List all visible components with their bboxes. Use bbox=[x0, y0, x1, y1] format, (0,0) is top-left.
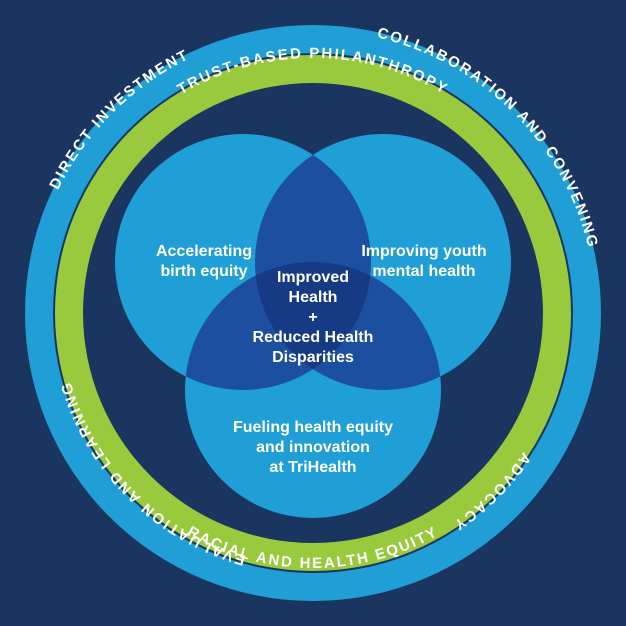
center-line4: Reduced Health bbox=[253, 329, 374, 346]
center-line2: Health bbox=[289, 289, 338, 306]
center-line1: Improved bbox=[277, 269, 349, 286]
venn-bottom-label1: Fueling health equity bbox=[233, 419, 393, 436]
venn-right-label2: mental health bbox=[372, 263, 475, 280]
venn-left-label2: birth equity bbox=[160, 263, 247, 280]
center-line5: Disparities bbox=[272, 349, 354, 366]
venn-bottom-label2: and innovation bbox=[256, 439, 370, 456]
venn-left-label1: Accelerating bbox=[156, 243, 252, 260]
venn-right-label1: Improving youth bbox=[361, 243, 486, 260]
venn-bottom-label3: at TriHealth bbox=[269, 459, 356, 476]
venn-ring-diagram: Accelerating birth equity Improving yout… bbox=[0, 0, 626, 626]
center-line3: + bbox=[308, 309, 317, 326]
